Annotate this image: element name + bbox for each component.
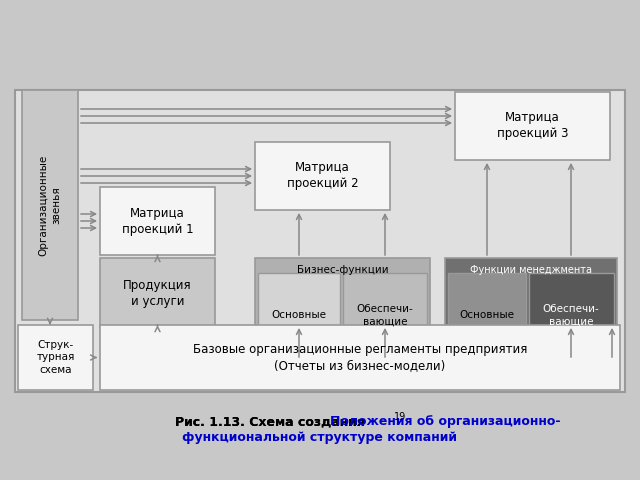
Bar	[258, 273, 340, 357]
Text: Матрица
проекций 3: Матрица проекций 3	[497, 111, 568, 141]
Text: 19: 19	[394, 412, 406, 422]
Text: Положения об организационно-: Положения об организационно-	[330, 416, 561, 429]
Text: Струк-
турная
схема: Струк- турная схема	[36, 340, 75, 375]
Text: Продукция
и услуги: Продукция и услуги	[123, 278, 192, 308]
Text: Обеспечи-
вающие: Обеспечи- вающие	[356, 304, 413, 326]
Text: Обеспечи-
вающие: Обеспечи- вающие	[543, 304, 600, 326]
Text: Матрица
проекций 2: Матрица проекций 2	[287, 161, 358, 191]
Bar	[255, 258, 430, 360]
Text: Матрица
проекций 1: Матрица проекций 1	[122, 206, 193, 236]
Text: Рис. 1.13. Схема создания: Рис. 1.13. Схема создания	[175, 416, 369, 429]
Bar	[22, 90, 78, 320]
Bar	[448, 273, 526, 357]
Text: Основные: Основные	[460, 310, 515, 320]
Bar	[100, 325, 620, 390]
Text: Организационные
звенья: Организационные звенья	[38, 155, 61, 256]
Bar	[100, 187, 215, 255]
Text: Бизнес-функции: Бизнес-функции	[297, 265, 388, 275]
Bar	[15, 90, 625, 392]
Bar	[343, 273, 427, 357]
Text: функциональной структуре компаний: функциональной структуре компаний	[182, 432, 458, 444]
Bar	[100, 258, 215, 328]
Bar	[255, 142, 390, 210]
Bar	[445, 258, 617, 360]
Text: Базовые организационные регламенты предприятия
(Отчеты из бизнес-модели): Базовые организационные регламенты предп…	[193, 343, 527, 372]
Bar	[455, 92, 610, 160]
Text: Рис. 1.13. Схема создания: Рис. 1.13. Схема создания	[175, 416, 369, 429]
Bar	[18, 325, 93, 390]
Text: Основные: Основные	[271, 310, 326, 320]
Text: Функции менеджмента: Функции менеджмента	[470, 265, 592, 275]
Bar	[529, 273, 614, 357]
